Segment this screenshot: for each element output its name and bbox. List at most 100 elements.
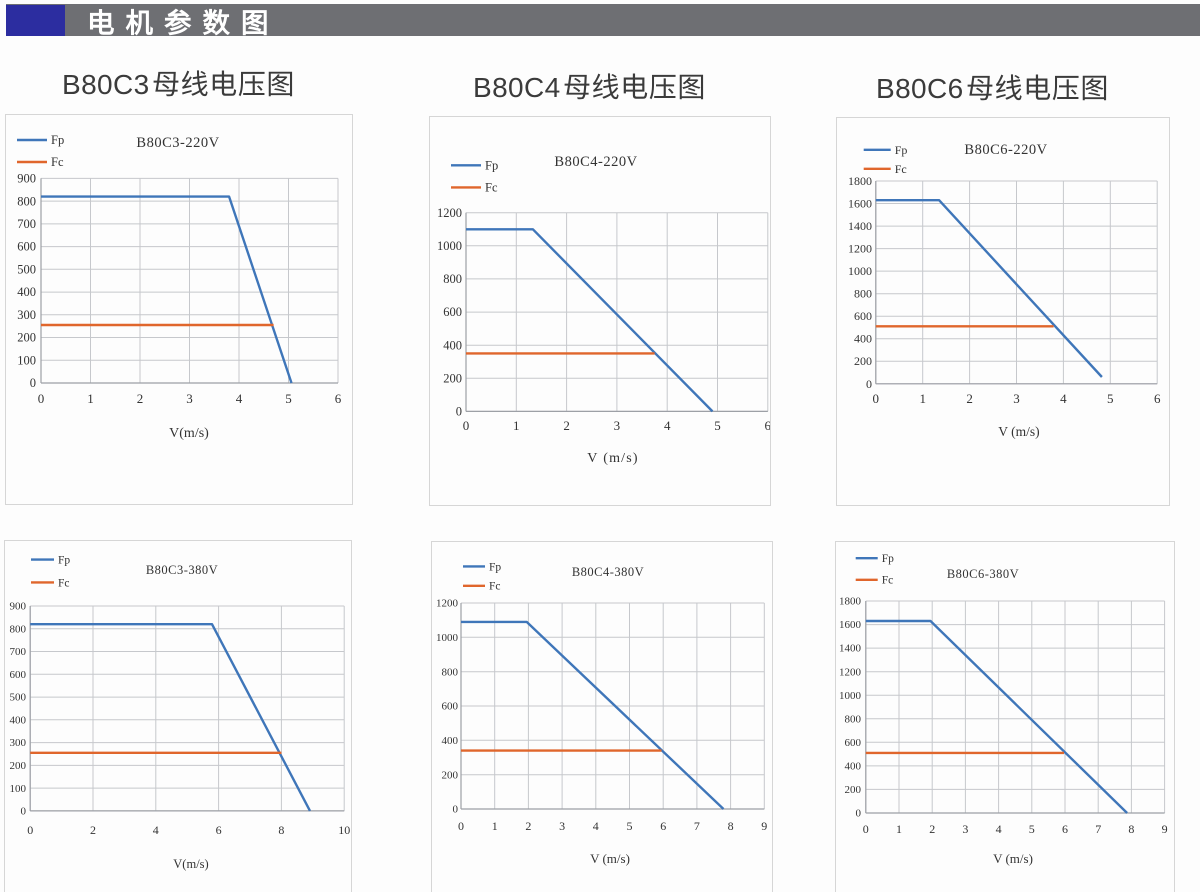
svg-text:600: 600 (443, 305, 462, 319)
svg-text:100: 100 (17, 353, 36, 367)
svg-text:0: 0 (456, 405, 462, 419)
svg-text:6: 6 (660, 819, 666, 833)
svg-text:1600: 1600 (839, 619, 862, 631)
svg-text:3: 3 (962, 822, 968, 836)
svg-text:800: 800 (443, 272, 462, 286)
svg-text:V(m/s): V(m/s) (169, 426, 209, 441)
svg-text:600: 600 (10, 669, 27, 681)
svg-text:600: 600 (854, 309, 872, 323)
svg-text:0: 0 (27, 823, 33, 837)
svg-text:8: 8 (1128, 822, 1134, 836)
svg-text:9: 9 (1162, 822, 1168, 836)
svg-text:2: 2 (525, 819, 531, 833)
svg-text:1000: 1000 (848, 264, 872, 278)
svg-text:7: 7 (694, 819, 700, 833)
svg-text:4: 4 (236, 391, 243, 406)
svg-text:0: 0 (463, 418, 470, 433)
svg-text:Fp: Fp (58, 555, 70, 567)
svg-text:6: 6 (765, 418, 770, 433)
svg-text:8: 8 (278, 823, 284, 837)
svg-text:Fp: Fp (485, 159, 498, 173)
svg-text:Fp: Fp (882, 553, 894, 565)
svg-text:1000: 1000 (436, 632, 459, 644)
svg-text:5: 5 (1107, 391, 1114, 406)
svg-text:1400: 1400 (848, 219, 872, 233)
svg-text:1200: 1200 (848, 242, 872, 256)
svg-text:V (m/s): V (m/s) (590, 851, 630, 866)
svg-text:B80C4-220V: B80C4-220V (554, 154, 637, 170)
svg-text:700: 700 (17, 217, 36, 231)
svg-text:800: 800 (10, 623, 27, 635)
svg-text:Fp: Fp (489, 561, 501, 573)
svg-text:1: 1 (492, 819, 498, 833)
svg-text:900: 900 (17, 172, 36, 186)
svg-text:1800: 1800 (848, 174, 872, 188)
svg-text:Fc: Fc (58, 577, 70, 589)
svg-text:3: 3 (1013, 391, 1020, 406)
svg-text:200: 200 (17, 331, 36, 345)
svg-text:2: 2 (137, 391, 144, 406)
svg-text:200: 200 (442, 769, 459, 781)
svg-text:B80C6: B80C6 (876, 73, 964, 104)
svg-text:100: 100 (10, 783, 27, 795)
svg-text:2: 2 (929, 822, 935, 836)
svg-text:400: 400 (443, 338, 462, 352)
svg-text:B80C4-380V: B80C4-380V (572, 565, 644, 579)
svg-text:6: 6 (216, 823, 222, 837)
svg-text:5: 5 (627, 819, 633, 833)
svg-text:0: 0 (38, 391, 45, 406)
svg-text:1200: 1200 (436, 598, 459, 610)
svg-text:0: 0 (21, 806, 27, 818)
svg-text:5: 5 (714, 418, 721, 433)
svg-text:7: 7 (1095, 822, 1101, 836)
svg-text:500: 500 (10, 692, 27, 704)
svg-text:3: 3 (614, 418, 621, 433)
svg-text:Fc: Fc (895, 162, 907, 176)
svg-text:0: 0 (856, 808, 862, 820)
svg-text:0: 0 (863, 822, 869, 836)
svg-text:6: 6 (1154, 391, 1161, 406)
svg-text:200: 200 (854, 354, 872, 368)
svg-text:6: 6 (335, 391, 342, 406)
svg-text:400: 400 (17, 285, 36, 299)
svg-text:800: 800 (442, 666, 459, 678)
svg-text:0: 0 (866, 377, 872, 391)
svg-text:4: 4 (996, 822, 1002, 836)
svg-text:4: 4 (664, 418, 671, 433)
svg-text:0: 0 (458, 819, 464, 833)
svg-text:600: 600 (17, 240, 36, 254)
svg-text:1200: 1200 (437, 206, 462, 220)
svg-text:B80C6-220V: B80C6-220V (964, 142, 1047, 158)
svg-text:2: 2 (90, 823, 96, 837)
svg-text:V (m/s): V (m/s) (587, 451, 639, 466)
svg-text:10: 10 (338, 823, 350, 837)
svg-text:400: 400 (10, 715, 27, 727)
svg-text:B80C3-220V: B80C3-220V (136, 135, 219, 151)
svg-text:4: 4 (1060, 391, 1067, 406)
svg-text:800: 800 (854, 287, 872, 301)
svg-text:Fc: Fc (882, 575, 894, 587)
svg-text:600: 600 (442, 701, 459, 713)
svg-text:6: 6 (1062, 822, 1068, 836)
svg-text:Fp: Fp (895, 143, 908, 157)
svg-text:0: 0 (30, 376, 36, 390)
svg-text:V(m/s): V(m/s) (173, 857, 208, 871)
svg-text:0: 0 (453, 804, 459, 816)
svg-text:400: 400 (442, 735, 459, 747)
svg-text:4: 4 (593, 819, 599, 833)
svg-text:1000: 1000 (839, 690, 862, 702)
svg-text:Fc: Fc (485, 181, 498, 195)
svg-text:400: 400 (845, 761, 862, 773)
svg-text:B80C6-380V: B80C6-380V (947, 567, 1019, 581)
svg-text:1600: 1600 (848, 197, 872, 211)
svg-text:600: 600 (845, 737, 862, 749)
svg-text:700: 700 (10, 646, 27, 658)
svg-text:1: 1 (896, 822, 902, 836)
svg-text:3: 3 (559, 819, 565, 833)
svg-text:V (m/s): V (m/s) (993, 851, 1033, 866)
svg-text:V (m/s): V (m/s) (998, 424, 1039, 439)
svg-text:Fc: Fc (489, 581, 501, 593)
svg-text:900: 900 (10, 601, 27, 613)
svg-text:300: 300 (10, 737, 27, 749)
svg-text:1: 1 (513, 418, 520, 433)
